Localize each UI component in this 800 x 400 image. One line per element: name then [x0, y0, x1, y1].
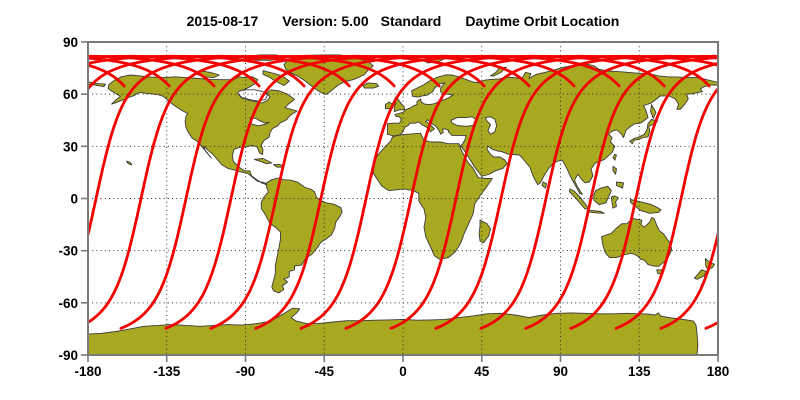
landmass-hawaii: [126, 160, 133, 166]
y-tick-label: 60: [63, 87, 78, 102]
landmass-sumatra: [568, 188, 589, 210]
orbit-track-4: [209, 54, 576, 330]
orbit-track-2: [119, 54, 486, 330]
landmass-madagascar: [478, 219, 491, 244]
title-product: Standard: [380, 13, 442, 29]
axes-layer: -180 -135 -90 -45 0 45 90 135 180 90 60 30 0 -30 -60 -9…: [58, 35, 729, 379]
orbit-track-3: [164, 54, 531, 330]
y-tick-label: -60: [58, 296, 78, 311]
orbit-track-1-wrap: [704, 320, 718, 330]
x-tick-label: -135: [153, 364, 181, 379]
landmass-antarctica: [88, 307, 699, 355]
x-tick-label: 180: [707, 364, 730, 379]
landmass-luzon: [612, 165, 617, 175]
orbit-track-9-wrap: [88, 56, 171, 88]
landmass-iceland: [362, 82, 379, 89]
orbit-track-13: [614, 86, 718, 330]
orbit-track-8: [389, 54, 718, 330]
x-tick-label: 45: [474, 364, 490, 379]
landmass-cuba: [253, 158, 273, 165]
orbit-track-layer: [88, 54, 718, 330]
landmass-sulawesi: [610, 195, 619, 209]
lake-caspian-sea: [484, 116, 498, 135]
orbit-track-12-wrap: [88, 54, 306, 88]
y-tick-label: -90: [58, 348, 78, 363]
orbit-track-1: [88, 54, 441, 324]
orbit-track-7: [344, 54, 711, 330]
y-tick-label: 90: [63, 35, 78, 50]
title-label: Daytime Orbit Location: [465, 13, 620, 29]
landmass-australia: [601, 217, 673, 267]
landmass-mindanao: [616, 181, 624, 189]
lake-great-lakes: [249, 117, 270, 127]
graticule-layer: [87, 42, 719, 355]
landmass-borneo: [593, 185, 612, 206]
x-tick-label: 135: [628, 364, 651, 379]
orbit-track-9: [434, 54, 718, 330]
plot-frame: [87, 41, 719, 356]
orbit-track-6: [299, 54, 666, 330]
orbit-track-10: [479, 54, 718, 330]
orbit-track-0-wrap: [659, 228, 718, 330]
figure-title: 2015-08-17 Version: 5.00 Standard Daytime O…: [0, 13, 800, 29]
landmass-sakhalin: [650, 104, 657, 119]
orbit-track-12: [569, 62, 718, 330]
y-tick-label: -30: [58, 244, 78, 259]
land-layer: [88, 54, 718, 355]
landmass-eurasia: [386, 63, 718, 195]
x-tick-label: -180: [74, 364, 101, 379]
orbit-track-13-wrap: [88, 54, 351, 92]
x-tick-label: -90: [236, 364, 256, 379]
landmass-taiwan: [612, 153, 617, 161]
landmass-baffin-island: [262, 70, 290, 86]
orbit-track-11: [524, 56, 718, 330]
y-tick-label: 30: [63, 139, 78, 154]
x-tick-label: 0: [399, 364, 407, 379]
orbit-track-0: [88, 54, 396, 241]
landmass-south-america: [260, 177, 343, 294]
y-tick-label: 0: [70, 192, 78, 207]
title-date: 2015-08-17: [186, 13, 259, 29]
orbit-track-5: [254, 54, 621, 330]
landmass-sri-lanka: [541, 181, 547, 189]
x-tick-label: -45: [314, 364, 334, 379]
title-version: Version: 5.00: [282, 13, 369, 29]
x-tick-label: 90: [553, 364, 568, 379]
